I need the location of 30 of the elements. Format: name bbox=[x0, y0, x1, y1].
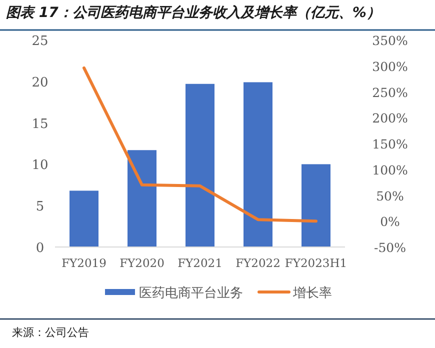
bar bbox=[244, 82, 272, 247]
y2-tick-label: 100% bbox=[372, 162, 408, 178]
x-tick-label: FY2023H1 bbox=[284, 256, 348, 270]
bar bbox=[186, 84, 214, 247]
y-tick-label: 20 bbox=[32, 75, 48, 90]
legend-label: 医药电商平台业务 bbox=[139, 286, 243, 301]
bar bbox=[302, 164, 330, 247]
y-tick-label: 15 bbox=[32, 116, 48, 132]
source-note: 来源：公司公告 bbox=[12, 326, 89, 339]
bar bbox=[70, 190, 98, 247]
y2-tick-label: 50% bbox=[376, 188, 404, 204]
y-tick-label: 0 bbox=[36, 241, 44, 256]
x-tick-label: FY2020 bbox=[120, 256, 164, 270]
line-series bbox=[82, 66, 318, 223]
x-tick-label: FY2019 bbox=[62, 256, 106, 270]
chart-title: 图表 17：公司医药电商平台业务收入及增长率（亿元、%） bbox=[6, 4, 380, 21]
y-tick-label: 10 bbox=[32, 158, 48, 174]
x-tick-label: FY2022 bbox=[236, 256, 280, 270]
y2-tick-label: 200% bbox=[372, 110, 408, 126]
y-tick-label: 5 bbox=[36, 200, 44, 215]
x-tick-label: FY2021 bbox=[178, 256, 222, 270]
legend-label: 增长率 bbox=[292, 285, 332, 301]
y2-tick-label: 250% bbox=[372, 84, 408, 100]
y2-tick-label: -50% bbox=[374, 240, 406, 255]
y-tick-label: 25 bbox=[32, 34, 48, 49]
bar bbox=[128, 150, 156, 247]
y2-tick-label: 150% bbox=[372, 136, 408, 152]
y2-tick-label: 350% bbox=[372, 33, 408, 48]
y2-tick-label: 300% bbox=[372, 58, 408, 74]
y2-tick-label: 0% bbox=[380, 214, 400, 230]
